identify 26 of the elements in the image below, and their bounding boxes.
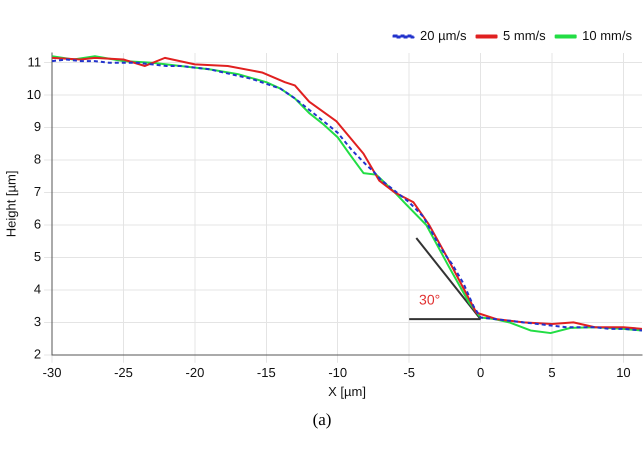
annotation: 30° <box>419 291 440 308</box>
text: (a) <box>312 410 332 430</box>
legend-label: 20 µm/s <box>420 28 468 44</box>
y-axis-title: Height [µm] <box>3 170 18 238</box>
y-tick-label: 2 <box>34 346 42 362</box>
y-tick-label: 10 <box>26 86 42 102</box>
x-tick-label: -30 <box>42 365 62 380</box>
x-tick-label: -10 <box>328 365 348 380</box>
x-tick-label: -20 <box>186 365 204 380</box>
x-tick-label: 0 <box>476 365 484 380</box>
y-tick-label: 4 <box>34 281 42 296</box>
x-tick-label: -15 <box>256 365 276 380</box>
x-tick-label: 5 <box>548 365 556 380</box>
x-tick-label: -5 <box>403 365 415 380</box>
y-tick-label: 6 <box>34 216 42 232</box>
x-tick-label: 10 <box>616 365 631 380</box>
y-tick-label: 5 <box>34 249 42 264</box>
x-axis-title: X [µm] <box>328 384 366 399</box>
x-tick-label: -25 <box>114 365 133 380</box>
y-tick-label: 9 <box>34 119 42 134</box>
y-tick-label: 8 <box>34 152 42 167</box>
y-tick-label: 7 <box>34 184 42 200</box>
y-tick-label: 3 <box>34 314 42 329</box>
y-tick-label: 11 <box>28 54 42 70</box>
legend-label: 10 mm/s <box>582 28 632 44</box>
legend-label: 5 mm/s <box>503 28 546 44</box>
